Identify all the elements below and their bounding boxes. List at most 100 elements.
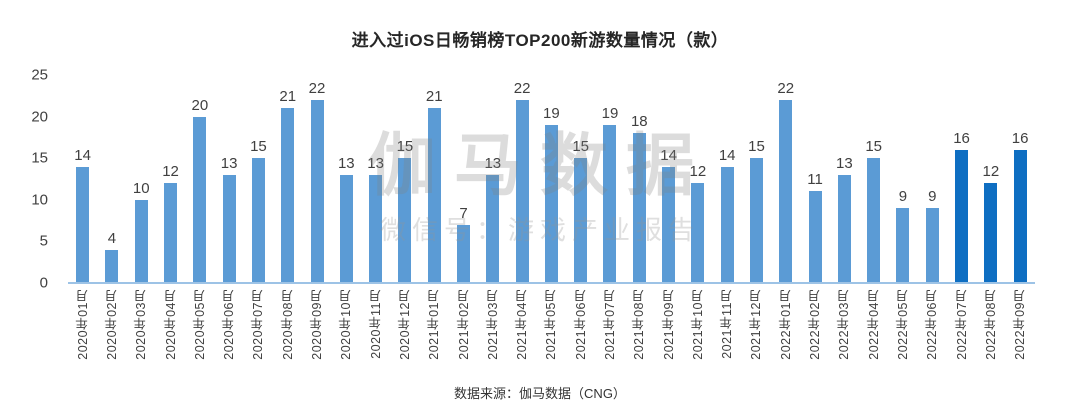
bar-slot: 18 bbox=[625, 75, 654, 283]
bar-value-label: 14 bbox=[718, 146, 736, 164]
bar-slot: 13 bbox=[361, 75, 390, 283]
x-label-slot: 2022年08月 bbox=[976, 289, 1005, 377]
x-label-slot: 2021年07月 bbox=[595, 289, 624, 377]
bar-value-label: 12 bbox=[162, 163, 179, 181]
x-label-slot: 2020年06月 bbox=[214, 289, 243, 377]
x-label-slot: 2021年04月 bbox=[507, 289, 536, 377]
bar-value-label: 15 bbox=[250, 138, 267, 156]
bar-slot: 15 bbox=[566, 75, 595, 283]
bar bbox=[691, 183, 705, 283]
bar bbox=[339, 174, 353, 283]
bar bbox=[76, 166, 90, 283]
bar-value-label: 22 bbox=[513, 79, 531, 97]
bar bbox=[544, 124, 558, 283]
data-source-caption: 数据来源：伽马数据（CNG） bbox=[454, 386, 626, 401]
x-label-slot: 2021年11月 bbox=[713, 289, 742, 377]
x-axis-label: 2021年04月 bbox=[515, 289, 530, 360]
bar-slot: 10 bbox=[127, 75, 156, 283]
bar bbox=[134, 199, 148, 283]
x-axis-label: 2020年05月 bbox=[192, 289, 207, 360]
bar-value-label: 12 bbox=[689, 163, 707, 181]
x-label-slot: 2020年12月 bbox=[390, 289, 419, 377]
bar bbox=[603, 124, 617, 283]
y-axis: 0 5 10 15 20 25 bbox=[12, 68, 48, 291]
x-label-slot: 2020年07月 bbox=[244, 289, 273, 377]
x-axis-labels: 2020年01月 2020年02月 2020年03月 2020年04月 2020年05月… bbox=[68, 289, 1035, 377]
bar-value-label: 13 bbox=[836, 154, 853, 172]
bar bbox=[632, 133, 646, 283]
x-axis-label: 2020年06月 bbox=[222, 289, 237, 360]
bar-value-label: 13 bbox=[220, 154, 238, 172]
x-axis-label: 2020年12月 bbox=[397, 289, 412, 360]
x-axis-label: 2021年09月 bbox=[661, 289, 676, 360]
bar bbox=[867, 158, 881, 283]
x-axis-label: 2022年01月 bbox=[778, 289, 793, 360]
bar bbox=[164, 183, 178, 283]
x-label-slot: 2021年10月 bbox=[683, 289, 712, 377]
bar-slot: 16 bbox=[947, 75, 976, 283]
bar-value-label: 12 bbox=[982, 163, 1000, 181]
x-label-slot: 2021年09月 bbox=[654, 289, 683, 377]
x-label-slot: 2022年05月 bbox=[888, 289, 917, 377]
bar bbox=[984, 183, 998, 283]
bar bbox=[749, 158, 763, 283]
bar-value-label: 7 bbox=[459, 204, 468, 222]
y-axis-tick-label: 15 bbox=[31, 149, 48, 167]
x-label-slot: 2021年06月 bbox=[566, 289, 595, 377]
bar-value-label: 21 bbox=[425, 88, 443, 106]
x-label-slot: 2020年02月 bbox=[97, 289, 126, 377]
x-axis-label: 2021年06月 bbox=[573, 289, 588, 360]
bar bbox=[896, 208, 910, 283]
bar-slot: 12 bbox=[683, 75, 712, 283]
x-axis-label: 2022年06月 bbox=[925, 289, 940, 360]
bar bbox=[515, 99, 529, 283]
bar-value-label: 22 bbox=[308, 79, 326, 97]
x-axis-label: 2022年08月 bbox=[983, 289, 998, 360]
bar-slot: 21 bbox=[420, 75, 449, 283]
x-axis-label: 2021年02月 bbox=[456, 289, 471, 360]
bar-slot: 15 bbox=[390, 75, 419, 283]
x-axis-label: 2020年09月 bbox=[310, 289, 325, 360]
bar-value-label: 15 bbox=[748, 138, 765, 156]
bar-value-label: 19 bbox=[601, 104, 619, 122]
x-axis-label: 2022年09月 bbox=[1013, 289, 1028, 360]
bar bbox=[808, 191, 822, 283]
bar-value-label: 20 bbox=[191, 96, 209, 114]
x-label-slot: 2021年03月 bbox=[478, 289, 507, 377]
x-label-slot: 2021年02月 bbox=[449, 289, 478, 377]
x-label-slot: 2022年02月 bbox=[800, 289, 829, 377]
bar-slot: 13 bbox=[478, 75, 507, 283]
x-axis-label: 2020年02月 bbox=[104, 289, 119, 360]
x-label-slot: 2020年11月 bbox=[361, 289, 390, 377]
bar-slot: 11 bbox=[800, 75, 829, 283]
x-label-slot: 2021年08月 bbox=[625, 289, 654, 377]
bar-value-label: 13 bbox=[484, 154, 502, 172]
x-axis-label: 2020年07月 bbox=[251, 289, 266, 360]
bar-slot: 7 bbox=[449, 75, 478, 283]
x-axis-label: 2022年05月 bbox=[895, 289, 910, 360]
x-label-slot: 2021年01月 bbox=[420, 289, 449, 377]
chart-title: 进入过iOS日畅销榜TOP200新游数量情况（款） bbox=[351, 31, 729, 50]
bar-value-label: 14 bbox=[660, 146, 677, 164]
x-axis-label: 2020年01月 bbox=[75, 289, 90, 360]
bar bbox=[662, 166, 676, 283]
bar bbox=[779, 99, 793, 283]
x-axis-label: 2021年11月 bbox=[720, 289, 735, 359]
x-label-slot: 2020年09月 bbox=[302, 289, 331, 377]
x-axis-label: 2020年04月 bbox=[163, 289, 178, 360]
bar bbox=[837, 174, 851, 283]
x-axis-label: 2020年10月 bbox=[339, 289, 354, 360]
x-axis-label: 2021年05月 bbox=[544, 289, 559, 360]
bar-slot: 19 bbox=[537, 75, 566, 283]
bar-value-label: 10 bbox=[132, 179, 150, 197]
bar-value-label: 16 bbox=[1011, 129, 1029, 147]
bar bbox=[427, 108, 441, 283]
bar-value-label: 4 bbox=[107, 229, 117, 247]
x-axis-label: 2021年10月 bbox=[690, 289, 705, 360]
bar bbox=[105, 249, 119, 283]
bar-slot: 20 bbox=[185, 75, 214, 283]
bar-value-label: 14 bbox=[74, 146, 91, 164]
bar bbox=[310, 99, 324, 283]
bar-slot: 19 bbox=[595, 75, 624, 283]
